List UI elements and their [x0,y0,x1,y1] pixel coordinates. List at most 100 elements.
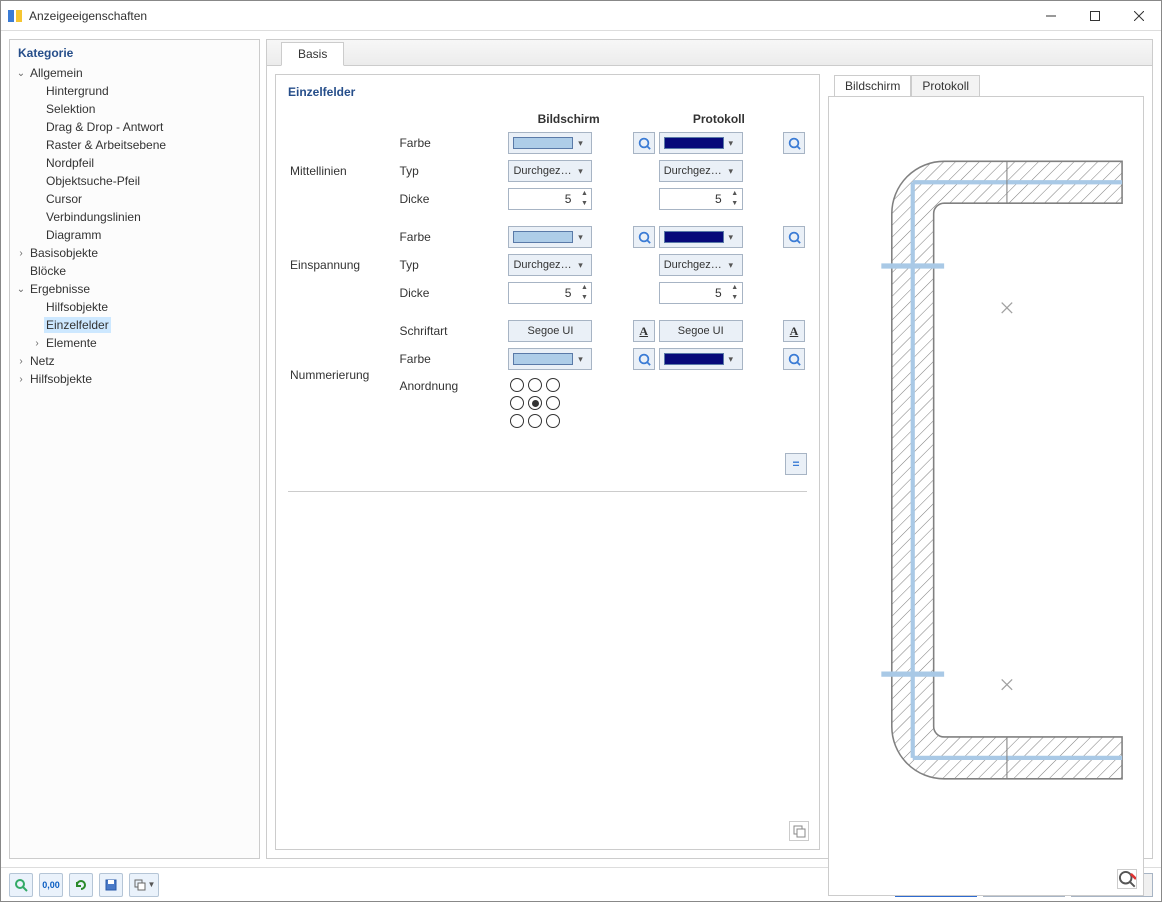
tree-item[interactable]: Verbindungslinien [10,208,259,226]
preview-reset-button[interactable] [1117,869,1137,889]
chevron-down-icon[interactable]: ⌄ [14,284,28,295]
tree-item-basisobjekte[interactable]: ›Basisobjekte [10,244,259,262]
tool-reset-button[interactable] [69,873,93,897]
pick-color-button[interactable] [783,348,805,370]
window-title: Anzeigeeigenschaften [29,9,1029,23]
thickness-spinner-es-screen[interactable]: 5▲▼ [508,282,592,304]
spin-down-icon[interactable]: ▼ [577,199,591,209]
spin-down-icon[interactable]: ▼ [728,293,742,303]
tab-basis[interactable]: Basis [281,42,344,66]
spin-up-icon[interactable]: ▲ [577,189,591,199]
radio-pos-3[interactable] [510,396,524,410]
tree-item[interactable]: Raster & Arbeitsebene [10,136,259,154]
radio-pos-0[interactable] [510,378,524,392]
radio-pos-1[interactable] [528,378,542,392]
spin-down-icon[interactable]: ▼ [577,293,591,303]
tree-item[interactable]: Diagramm [10,226,259,244]
radio-pos-6[interactable] [510,414,524,428]
radio-pos-7[interactable] [528,414,542,428]
font-settings-button[interactable]: A [783,320,805,342]
tree-item-allgemein[interactable]: ⌄Allgemein [10,64,259,82]
prop-farbe: Farbe [397,129,506,157]
chevron-right-icon[interactable]: › [30,338,44,349]
maximize-button[interactable] [1073,1,1117,30]
sidebar-header: Kategorie [10,42,259,64]
group-nummerierung: Nummerierung [288,317,397,433]
chevron-right-icon[interactable]: › [14,374,28,385]
col-head-screen: Bildschirm [506,109,630,129]
prop-typ: Typ [397,157,506,185]
radio-pos-5[interactable] [546,396,560,410]
tool-units-button[interactable]: 0,00 [39,873,63,897]
close-button[interactable] [1117,1,1161,30]
dialog-body: Kategorie ⌄Allgemein Hintergrund Selekti… [1,31,1161,867]
chevron-down-icon: ▾ [724,138,738,149]
dialog-window: Anzeigeeigenschaften Kategorie ⌄Allgemei… [0,0,1162,902]
tool-copy-menu-button[interactable]: ▼ [129,873,159,897]
category-tree: ⌄Allgemein Hintergrund Selektion Drag & … [10,64,259,388]
col-head-proto: Protokoll [657,109,781,129]
tree-item[interactable]: Nordpfeil [10,154,259,172]
preview-tab-proto[interactable]: Protokoll [911,75,980,97]
type-combo-es-screen[interactable]: Durchgezo…▾ [508,254,592,276]
font-button-proto[interactable]: Segoe UI [659,320,743,342]
tree-item[interactable]: Drag & Drop - Antwort [10,118,259,136]
radio-pos-2[interactable] [546,378,560,392]
pick-color-button[interactable] [633,132,655,154]
tree-item-hilfsobjekte2[interactable]: ›Hilfsobjekte [10,370,259,388]
font-settings-button[interactable]: A [633,320,655,342]
chevron-down-icon: ▾ [573,260,587,271]
tree-item-ergebnisse[interactable]: ⌄Ergebnisse [10,280,259,298]
spin-up-icon[interactable]: ▲ [728,189,742,199]
type-combo-ml-screen[interactable]: Durchgezo…▾ [508,160,592,182]
group-mittellinien: Mittellinien [288,129,397,213]
tree-item[interactable]: Objektsuche-Pfeil [10,172,259,190]
pick-color-button[interactable] [783,132,805,154]
radio-pos-4[interactable] [528,396,542,410]
chevron-down-icon[interactable]: ⌄ [14,68,28,79]
properties-table: Bildschirm Protokoll Mittellinien Farbe … [288,109,807,433]
pick-color-button[interactable] [783,226,805,248]
type-combo-es-proto[interactable]: Durchgezo…▾ [659,254,743,276]
pick-color-button[interactable] [633,348,655,370]
chevron-right-icon[interactable]: › [14,248,28,259]
type-combo-ml-proto[interactable]: Durchgezo…▾ [659,160,743,182]
spin-down-icon[interactable]: ▼ [728,199,742,209]
tree-item-netz[interactable]: ›Netz [10,352,259,370]
color-combo-num-screen[interactable]: ▾ [508,348,592,370]
tree-item-hilfsobjekte[interactable]: Hilfsobjekte [10,298,259,316]
color-combo-ml-proto[interactable]: ▾ [659,132,743,154]
color-combo-es-screen[interactable]: ▾ [508,226,592,248]
sync-columns-button[interactable]: = [785,453,807,475]
tree-item[interactable]: Cursor [10,190,259,208]
pick-color-button[interactable] [633,226,655,248]
color-combo-ml-screen[interactable]: ▾ [508,132,592,154]
tree-item[interactable]: Selektion [10,100,259,118]
chevron-down-icon: ▾ [573,166,587,177]
thickness-spinner-es-proto[interactable]: 5▲▼ [659,282,743,304]
chevron-down-icon: ▾ [573,232,587,243]
font-button-screen[interactable]: Segoe UI [508,320,592,342]
spin-up-icon[interactable]: ▲ [577,283,591,293]
tool-search-button[interactable] [9,873,33,897]
radio-pos-8[interactable] [546,414,560,428]
copy-settings-button[interactable] [789,821,809,841]
preview-panel: Bildschirm Protokoll [828,74,1144,850]
tree-item-elemente[interactable]: ›Elemente [10,334,259,352]
tool-save-button[interactable] [99,873,123,897]
tree-item-bloecke[interactable]: Blöcke [10,262,259,280]
minimize-button[interactable] [1029,1,1073,30]
section-title: Einzelfelder [288,85,807,99]
titlebar: Anzeigeeigenschaften [1,1,1161,31]
thickness-spinner-ml-screen[interactable]: 5▲▼ [508,188,592,210]
color-combo-num-proto[interactable]: ▾ [659,348,743,370]
tree-item[interactable]: Hintergrund [10,82,259,100]
preview-tab-screen[interactable]: Bildschirm [834,75,911,97]
spin-up-icon[interactable]: ▲ [728,283,742,293]
chevron-down-icon: ▾ [573,138,587,149]
tree-item-einzelfelder[interactable]: Einzelfelder [10,316,259,334]
chevron-right-icon[interactable]: › [14,356,28,367]
thickness-spinner-ml-proto[interactable]: 5▲▼ [659,188,743,210]
color-combo-es-proto[interactable]: ▾ [659,226,743,248]
chevron-down-icon: ▾ [724,354,738,365]
